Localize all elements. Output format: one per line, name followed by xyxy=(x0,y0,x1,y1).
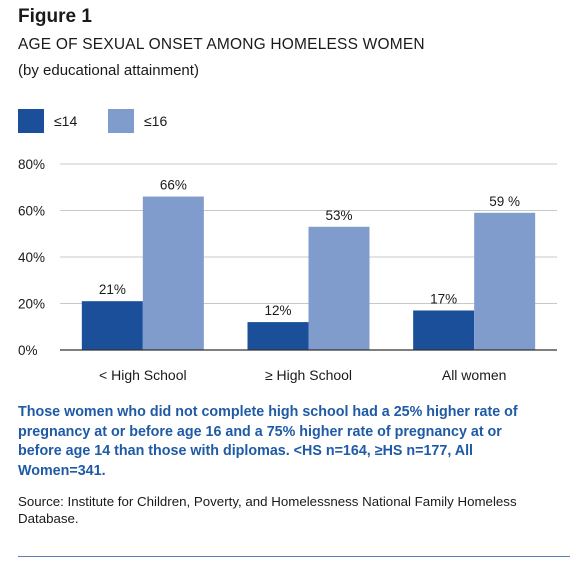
data-label: 21% xyxy=(99,282,126,297)
legend-swatch-series-1 xyxy=(18,109,44,133)
data-label: 59 % xyxy=(489,194,520,209)
y-tick-label: 80% xyxy=(18,157,45,172)
x-tick-label: All women xyxy=(442,367,507,383)
y-tick-label: 20% xyxy=(18,297,45,312)
divider xyxy=(18,556,570,557)
bar-chart: 0% 20% 40% 60% 80% 21% 66% < High School 12% 53% ≥… xyxy=(18,157,557,383)
bar xyxy=(413,310,475,350)
y-tick-label: 0% xyxy=(18,343,38,358)
bar xyxy=(142,196,204,350)
legend-label-series-2: ≤16 xyxy=(144,113,168,129)
bar xyxy=(81,301,143,350)
chart-subtitle: (by educational attainment) xyxy=(18,62,199,79)
data-label: 17% xyxy=(430,291,457,306)
source-note: Source: Institute for Children, Poverty,… xyxy=(18,494,517,526)
bar xyxy=(474,212,536,350)
legend-item-series-1: ≤14 xyxy=(18,109,77,133)
data-label: 12% xyxy=(264,303,291,318)
chart-footnote: Those women who did not complete high sc… xyxy=(18,404,518,479)
figure-label: Figure 1 xyxy=(18,6,92,27)
bar xyxy=(308,226,370,350)
data-label: 53% xyxy=(325,208,352,223)
data-label: 66% xyxy=(160,178,187,193)
legend-item-series-2: ≤16 xyxy=(108,109,167,133)
chart-title: AGE OF SEXUAL ONSET AMONG HOMELESS WOMEN xyxy=(18,36,425,53)
legend-label-series-1: ≤14 xyxy=(54,113,78,129)
legend-swatch-series-2 xyxy=(108,109,134,133)
x-tick-label: ≥ High School xyxy=(265,367,352,383)
y-tick-label: 40% xyxy=(18,250,45,265)
y-tick-label: 60% xyxy=(18,204,45,219)
bar xyxy=(247,322,309,350)
x-tick-label: < High School xyxy=(99,367,187,383)
